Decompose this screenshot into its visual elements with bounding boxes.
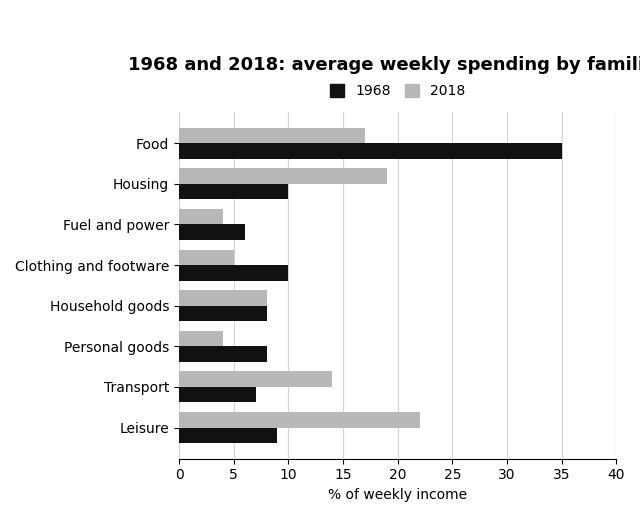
Bar <box>179 331 223 346</box>
Bar <box>179 209 223 224</box>
Bar <box>179 265 289 281</box>
Bar <box>179 412 420 428</box>
Bar <box>179 306 266 321</box>
Bar <box>179 372 332 387</box>
Bar <box>179 290 266 306</box>
Legend: 1968, 2018: 1968, 2018 <box>323 78 472 105</box>
Bar <box>179 428 278 443</box>
Bar <box>179 128 365 143</box>
Title: 1968 and 2018: average weekly spending by families: 1968 and 2018: average weekly spending b… <box>128 56 640 74</box>
Bar <box>179 346 266 362</box>
Bar <box>179 387 255 402</box>
Bar <box>179 143 562 159</box>
Bar <box>179 224 244 240</box>
X-axis label: % of weekly income: % of weekly income <box>328 488 467 502</box>
Bar <box>179 184 289 199</box>
Bar <box>179 250 234 265</box>
Bar <box>179 169 387 184</box>
